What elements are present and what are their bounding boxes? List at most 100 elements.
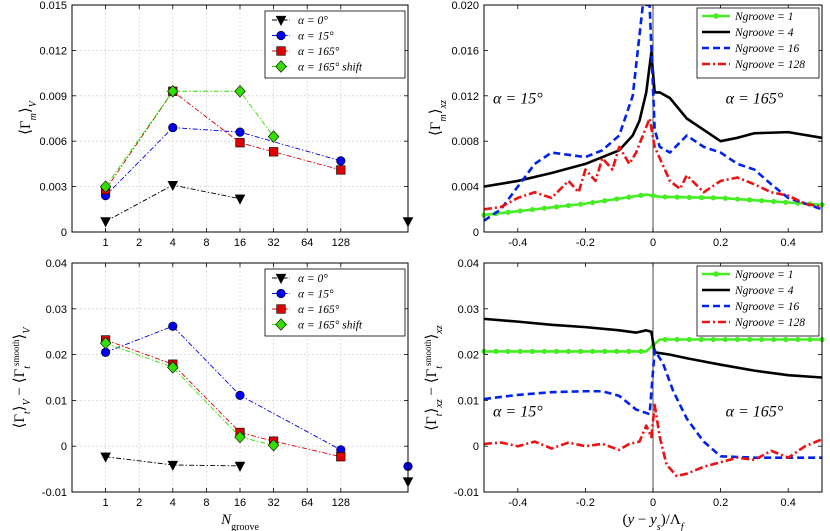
x-tick-label: 16 — [234, 497, 246, 509]
plot-area-frame — [483, 4, 823, 233]
x-tick-label: 64 — [301, 497, 313, 509]
legend-label: α = 15° — [298, 289, 334, 301]
data-point — [167, 85, 179, 98]
data-point — [759, 336, 765, 343]
legend-marker — [713, 13, 719, 19]
y-axis-label: ⟨Γm⟩xz — [428, 100, 449, 136]
x-tick-label: 2 — [136, 237, 142, 249]
data-point — [674, 194, 680, 200]
data-point — [698, 336, 704, 343]
legend-entry-ngroove-16: Ngroove = 16 — [702, 301, 799, 313]
x-tick-label: 0.2 — [713, 497, 728, 509]
data-point — [565, 348, 572, 354]
y-tick-label: 0.016 — [451, 45, 479, 57]
data-point — [734, 336, 741, 343]
x-tick-label: -0.4 — [508, 497, 527, 509]
data-point — [771, 198, 777, 205]
legend-label: α = 15° — [298, 31, 334, 43]
y-tick-label: -0.01 — [42, 487, 67, 499]
series-ngroove-16 — [484, 5, 822, 222]
annotation: α = 15° — [493, 403, 543, 420]
legend-entry-165-shift: α = 165° shift — [272, 60, 363, 74]
series-line — [105, 325, 342, 451]
legend-label: α = 0° — [298, 15, 328, 27]
x-tick-label: 1 — [103, 497, 109, 509]
x-axis-label: Ngroove — [220, 512, 259, 531]
series-line — [105, 339, 341, 458]
data-point — [336, 156, 346, 166]
legend-entry-165: α = 165° — [272, 304, 340, 316]
y-tick-label: 0.009 — [39, 91, 67, 103]
x-tick-label: 1 — [103, 237, 109, 249]
data-point — [529, 348, 535, 354]
legend-label: Ngroove = 16 — [734, 301, 799, 313]
x-tick-label: 0.4 — [781, 497, 796, 509]
series-ngroove-128 — [484, 403, 822, 478]
legend-entry-ngroove-1: Ngroove = 1 — [702, 269, 793, 281]
series-line — [105, 90, 274, 187]
data-point — [614, 348, 620, 354]
series-line — [105, 90, 341, 190]
data-point — [235, 127, 245, 137]
y-tick-label: 0 — [473, 441, 479, 453]
data-point — [517, 208, 523, 214]
y-tick-label: 0.003 — [39, 182, 67, 194]
y-tick-label: 0.02 — [458, 350, 479, 362]
x-tick-label: 32 — [267, 237, 279, 249]
legend-marker — [276, 46, 286, 56]
legend-marker — [275, 273, 287, 284]
legend-entry-0: α = 0° — [272, 273, 328, 285]
plot-area-frame — [71, 4, 409, 233]
data-point — [602, 198, 608, 204]
y-tick-label: 0.012 — [39, 45, 67, 57]
data-point — [268, 147, 279, 157]
x-axis-label: (y − ys)/Λf — [622, 512, 684, 531]
y-tick-label: 0 — [61, 441, 67, 453]
data-point — [267, 439, 280, 452]
series-0 — [100, 180, 246, 228]
data-point — [686, 194, 692, 200]
series-line — [484, 348, 822, 459]
legend-entry-ngroove-1: Ngroove = 1 — [702, 11, 793, 23]
legend-entry-ngroove-128: Ngroove = 128 — [702, 59, 805, 71]
data-point — [577, 348, 584, 354]
series-line — [105, 127, 341, 196]
data-point — [553, 204, 560, 210]
series-ngroove-4 — [484, 317, 822, 379]
legend-entry-ngroove-4: Ngroove = 4 — [702, 27, 794, 39]
data-point — [746, 336, 753, 343]
legend-marker — [275, 60, 287, 73]
data-point — [710, 336, 716, 343]
data-point — [626, 348, 632, 354]
legend-marker — [275, 15, 287, 26]
y-tick-label: 0.03 — [458, 304, 479, 316]
x-tick-label: -0.4 — [508, 237, 527, 249]
series-line — [484, 403, 822, 478]
legend-marker — [276, 288, 286, 299]
data-point — [686, 336, 692, 343]
data-point — [99, 180, 112, 193]
series-0 — [100, 452, 246, 472]
series-15 — [100, 122, 346, 201]
x-tick-label: -0.2 — [576, 237, 595, 249]
y-tick-label: 0.012 — [451, 91, 479, 103]
legend: Ngroove = 1 Ngroove = 4 Ngroove = 16 Ngroov… — [696, 265, 820, 337]
x-tick-label: 8 — [203, 497, 209, 509]
x-tick-label: 64 — [301, 237, 313, 249]
x-tick-label: 128 — [332, 497, 350, 509]
data-point — [565, 202, 572, 209]
x-tick-label: 8 — [203, 237, 209, 249]
y-axis-label: ⟨Γt⟩V − ⟨Γtsmooth⟩V — [11, 326, 33, 429]
legend-entry-165-shift: α = 165° shift — [272, 318, 363, 332]
data-point — [722, 336, 729, 343]
legend-entry-15: α = 15° — [272, 31, 334, 43]
data-point — [710, 195, 716, 201]
legend-entry-ngroove-4: Ngroove = 4 — [702, 285, 794, 297]
plot-area-frame — [71, 262, 409, 493]
data-point — [336, 452, 346, 462]
legend-label: α = 0° — [298, 273, 328, 285]
x-tick-label: 0.2 — [713, 237, 728, 249]
data-point — [698, 194, 704, 201]
y-tick-label: 0.008 — [451, 136, 479, 148]
x-tick-label: 128 — [332, 237, 350, 249]
